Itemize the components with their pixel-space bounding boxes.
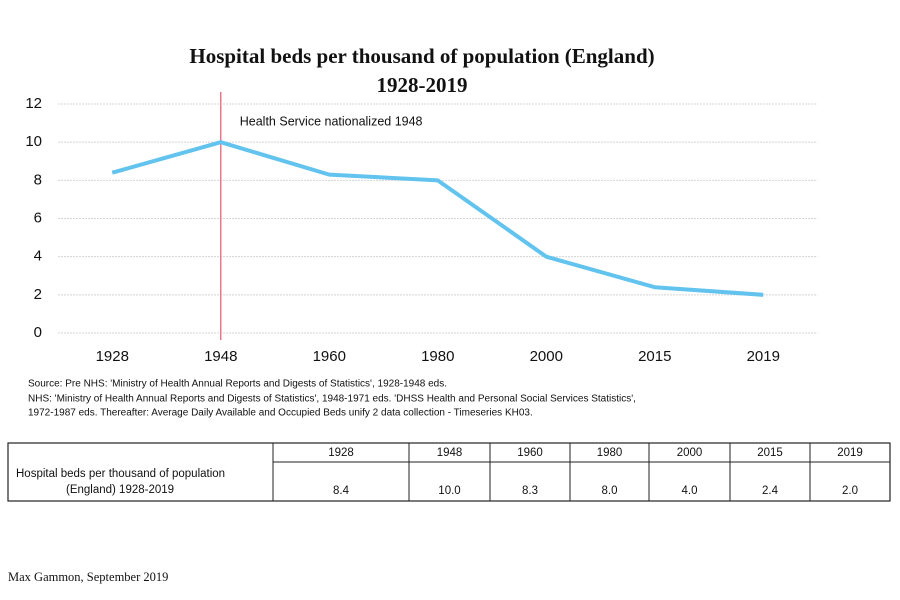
y-tick-label: 4 [34,248,42,265]
x-tick-label: 1960 [313,348,346,365]
x-tick-label: 2019 [747,348,780,365]
y-tick-label: 0 [34,324,42,341]
table-cell: 8.3 [522,485,538,497]
x-tick-label: 2015 [638,348,671,365]
x-tick-label: 1980 [421,348,454,365]
table-header: 2000 [677,447,703,459]
table-cell: 4.0 [682,485,698,497]
chart-title: 1928-2019 [377,73,468,97]
author: Max Gammon, September 2019 [8,570,168,584]
table-row-label: (England) 1928-2019 [66,484,174,496]
table-header: 1928 [328,447,354,459]
source-line: NHS: 'Ministry of Health Annual Reports … [28,394,636,405]
annotation: Health Service nationalized 1948 [240,114,423,128]
table-row-label: Hospital beds per thousand of population [16,468,225,480]
table-cell: 8.4 [333,485,350,497]
y-tick-label: 10 [25,133,42,150]
source-line: 1972-1987 eds. Thereafter: Average Daily… [28,408,533,419]
table-cell: 10.0 [438,485,460,497]
x-tick-label: 2000 [530,348,563,365]
series-line [111,140,764,297]
table-header: 2015 [757,447,783,459]
y-tick-label: 6 [34,209,42,226]
table-cell: 8.0 [602,485,618,497]
y-tick-label: 12 [25,95,42,112]
table-cell: 2.0 [842,485,858,497]
source-line: Source: Pre NHS: 'Ministry of Health Ann… [28,379,447,390]
x-tick-label: 1928 [96,348,129,365]
table-cell: 2.4 [762,485,779,497]
table-header: 1960 [517,447,543,459]
y-tick-label: 8 [34,171,42,188]
x-tick-label: 1948 [204,348,237,365]
table-header: 2019 [837,447,863,459]
table-header: 1980 [597,447,623,459]
chart-title: Hospital beds per thousand of population… [189,44,654,68]
table-border [7,442,891,502]
y-tick-label: 2 [34,286,42,303]
table-header: 1948 [437,447,463,459]
